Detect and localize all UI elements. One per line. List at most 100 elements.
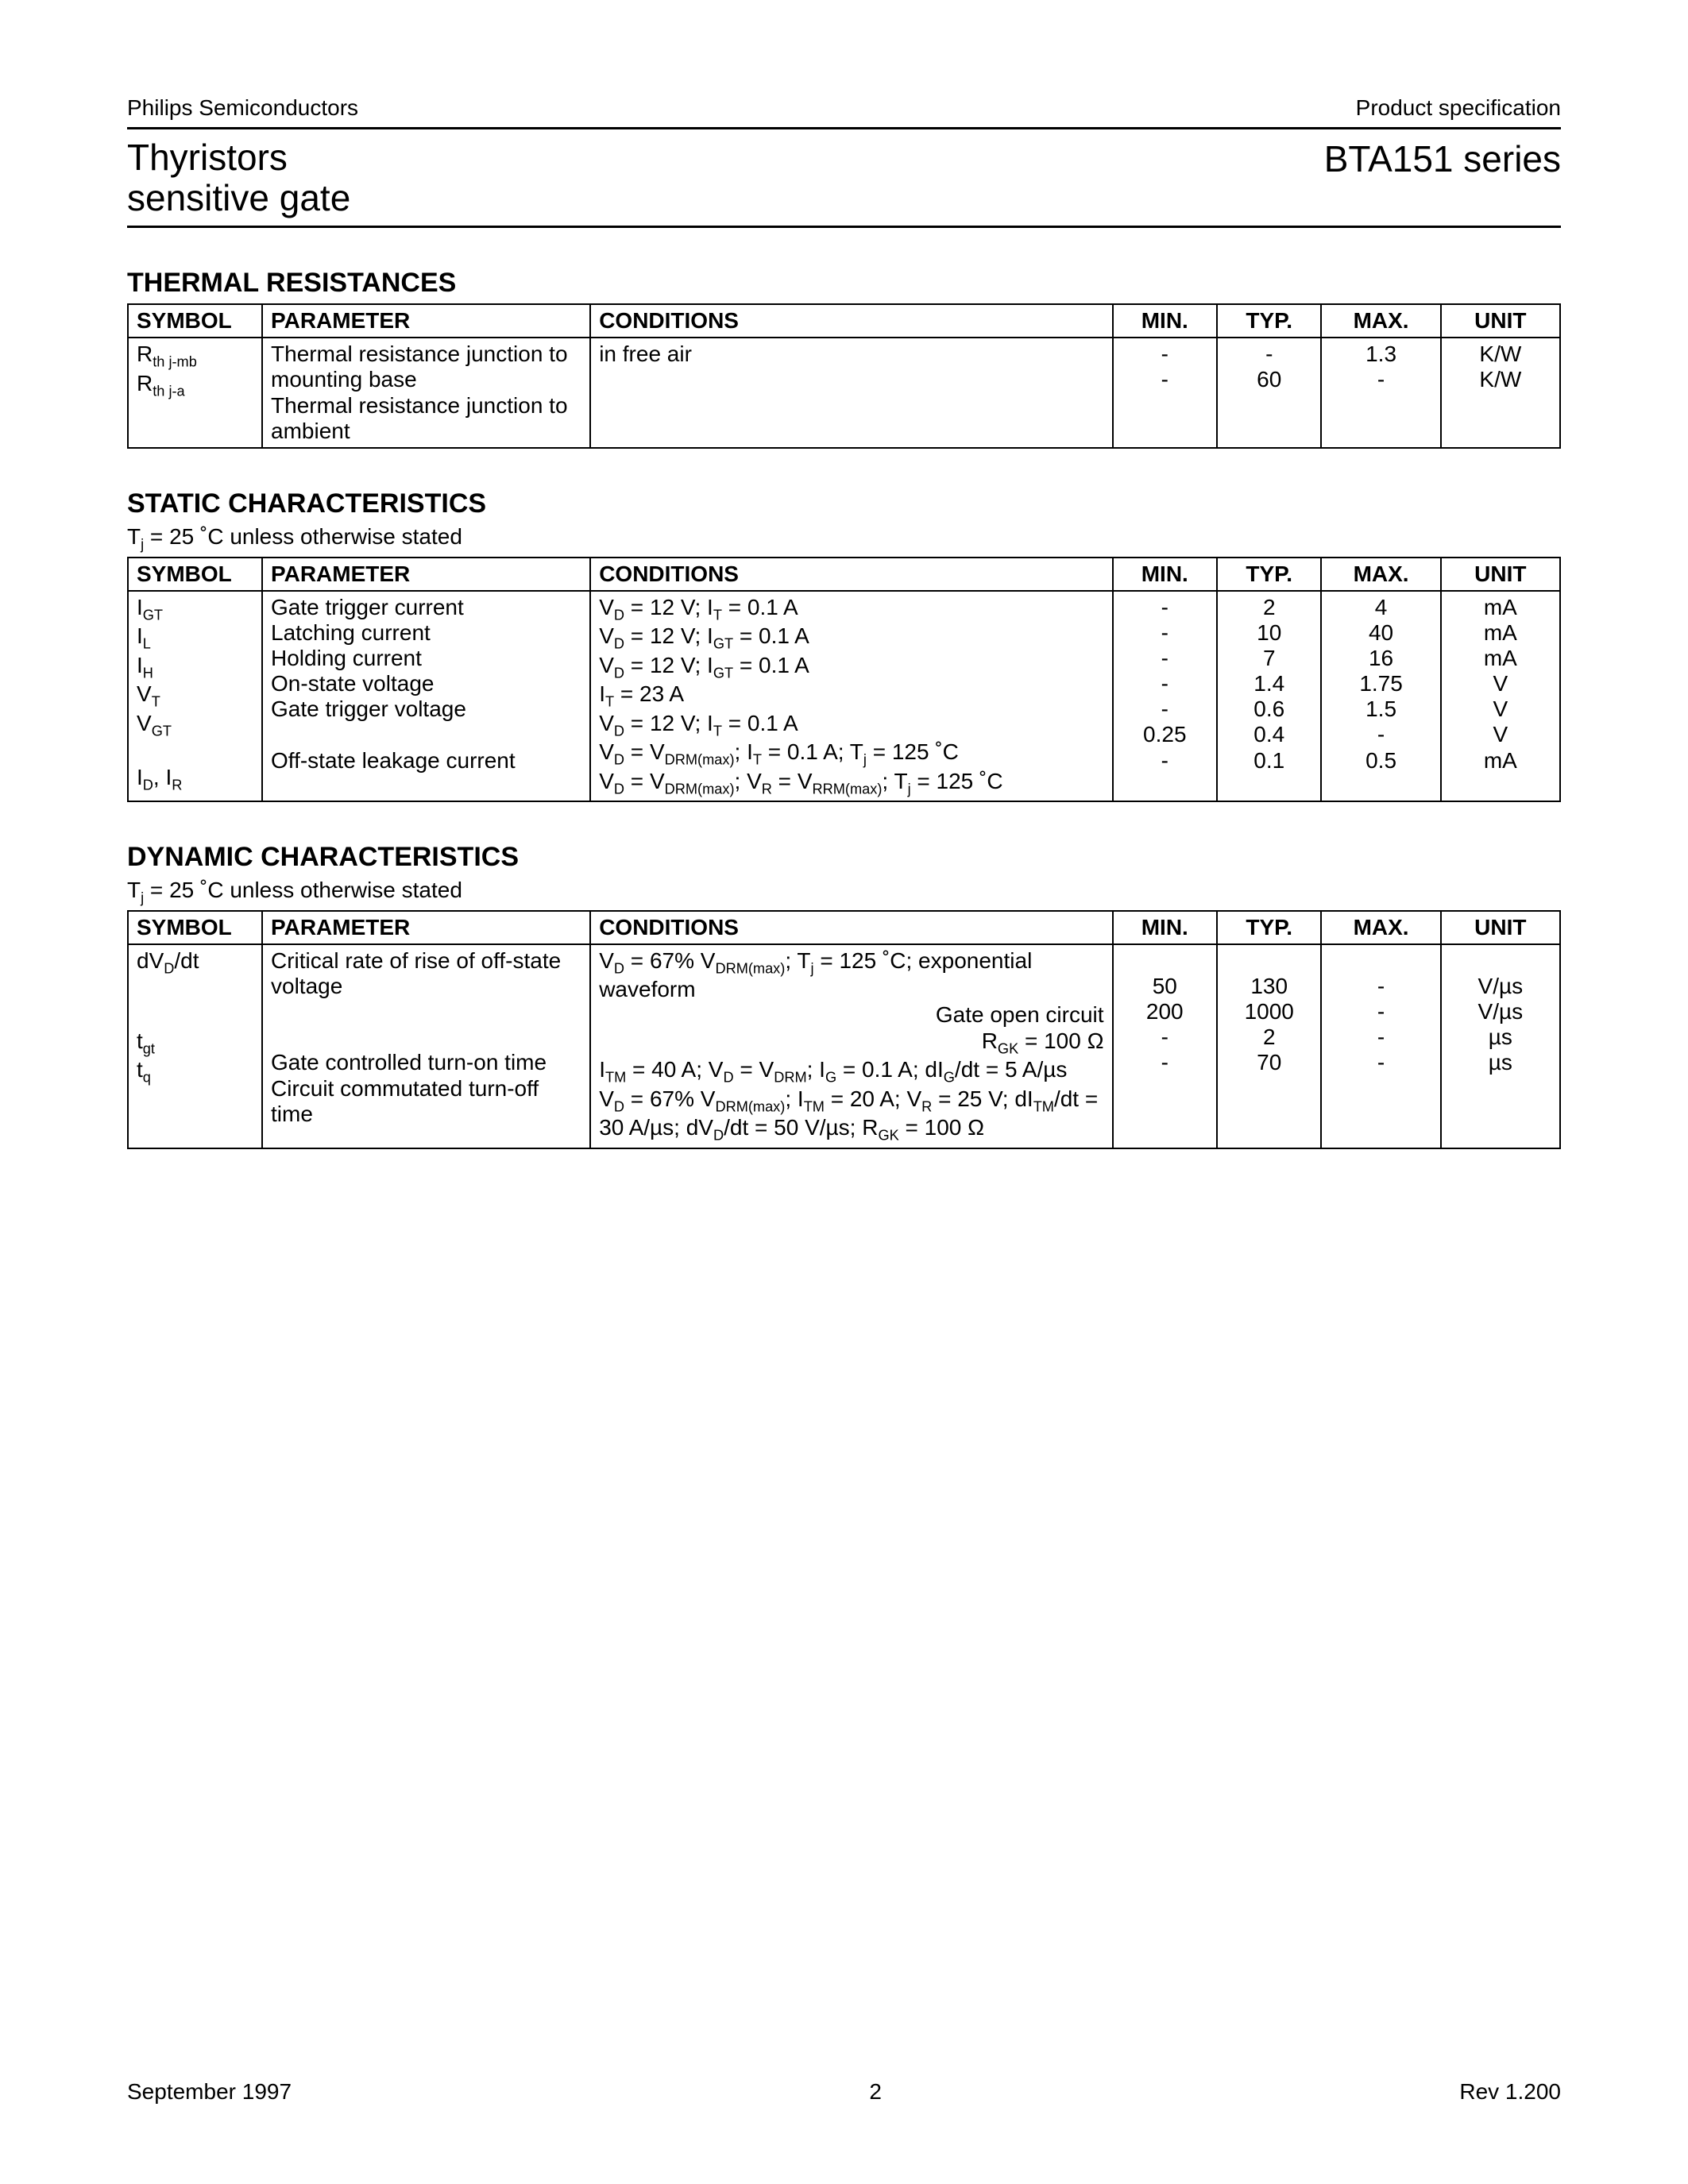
stack-line: 2 (1226, 595, 1312, 620)
cell-par: Thermal resistance junction to mounting … (262, 338, 590, 448)
stack-line: V (1450, 722, 1551, 747)
stack-line: VD = VDRM(max); IT = 0.1 A; Tj = 125 ˚C (599, 739, 1103, 769)
stack-line: V/µs (1450, 974, 1551, 999)
val: 1.3 (1330, 341, 1431, 367)
stack-line: 0.5 (1330, 748, 1431, 774)
stack-line (137, 739, 253, 765)
col-symbol: SYMBOL (128, 911, 262, 944)
stack-line: 0.6 (1226, 696, 1312, 722)
footer-page: 2 (869, 2079, 882, 2105)
cell-par: Critical rate of rise of off-state volta… (262, 944, 590, 1148)
col-max: MAX. (1321, 911, 1440, 944)
stack-line: - (1122, 646, 1208, 671)
stack-line: VD = 67% VDRM(max); ITM = 20 A; VR = 25 … (599, 1086, 1103, 1144)
stack-line: - (1330, 999, 1431, 1024)
stack-line: 1.4 (1226, 671, 1312, 696)
static-table: SYMBOL PARAMETER CONDITIONS MIN. TYP. MA… (127, 557, 1561, 803)
stack-line: On-state voltage (271, 671, 581, 696)
stack-line: - (1122, 1024, 1208, 1050)
stack-line: tq (137, 1057, 253, 1086)
stack-line: 16 (1330, 646, 1431, 671)
par-text: Thermal resistance junction to mounting … (271, 341, 581, 392)
stack-line: mA (1450, 620, 1551, 646)
dynamic-note: Tj = 25 ˚C unless otherwise stated (127, 878, 1561, 907)
title-right: BTA151 series (1324, 137, 1561, 180)
cell-max: 1.3 - (1321, 338, 1440, 448)
stack-line: Gate trigger voltage (271, 696, 581, 722)
sym-text: Rth j-mb (137, 341, 253, 371)
stack-line: - (1122, 595, 1208, 620)
stack-line: - (1330, 722, 1431, 747)
col-parameter: PARAMETER (262, 558, 590, 591)
stack-line: - (1122, 696, 1208, 722)
stack-line: V (1450, 671, 1551, 696)
stack-line: ITM = 40 A; VD = VDRM; IG = 0.1 A; dIG/d… (599, 1057, 1103, 1086)
stack-line: 0.4 (1226, 722, 1312, 747)
col-typ: TYP. (1217, 558, 1321, 591)
thermal-table: SYMBOL PARAMETER CONDITIONS MIN. TYP. MA… (127, 303, 1561, 449)
cell-unit: V/µsV/µsµsµs (1441, 944, 1560, 1148)
stack-line: RGK = 100 Ω (599, 1028, 1103, 1058)
col-max: MAX. (1321, 304, 1440, 338)
stack-line: V (1450, 696, 1551, 722)
table-row: Rth j-mb Rth j-a Thermal resistance junc… (128, 338, 1560, 448)
cell-min: -----0.25- (1113, 591, 1217, 802)
stack-line (271, 999, 581, 1024)
stack-line: IT = 23 A (599, 681, 1103, 711)
cell-sym: dVD/dt tgttq (128, 944, 262, 1148)
stack-line: VD = 12 V; IT = 0.1 A (599, 711, 1103, 740)
stack-line: 130 (1226, 974, 1312, 999)
thermal-heading: THERMAL RESISTANCES (127, 268, 1561, 299)
stack-line: 0.1 (1226, 748, 1312, 774)
stack-line: - (1122, 748, 1208, 774)
title-row: Thyristors sensitive gate BTA151 series (127, 137, 1561, 218)
stack-line: tgt (137, 1028, 253, 1058)
col-unit: UNIT (1441, 558, 1560, 591)
title-line1: Thyristors (127, 137, 350, 178)
cell-min: 50200-- (1113, 944, 1217, 1148)
cell-min: - - (1113, 338, 1217, 448)
dynamic-heading: DYNAMIC CHARACTERISTICS (127, 842, 1561, 873)
val: K/W (1450, 341, 1551, 367)
stack-line: µs (1450, 1024, 1551, 1050)
stack-line: VD = VDRM(max); VR = VRRM(max); Tj = 125… (599, 769, 1103, 798)
stack-line: IH (137, 653, 253, 682)
table-row: dVD/dt tgttq Critical rate of rise of of… (128, 944, 1560, 1148)
stack-line: - (1122, 1050, 1208, 1075)
stack-line: - (1330, 1024, 1431, 1050)
stack-line: ID, IR (137, 765, 253, 794)
stack-line: 1.75 (1330, 671, 1431, 696)
cell-max: 440161.751.5-0.5 (1321, 591, 1440, 802)
par-text: Thermal resistance junction to ambient (271, 393, 581, 444)
stack-line: Circuit commutated turn-off time (271, 1076, 581, 1127)
stack-line: Latching current (271, 620, 581, 646)
table-head-row: SYMBOL PARAMETER CONDITIONS MIN. TYP. MA… (128, 911, 1560, 944)
col-unit: UNIT (1441, 911, 1560, 944)
stack-line: - (1330, 1050, 1431, 1075)
col-min: MIN. (1113, 304, 1217, 338)
stack-line: 10 (1226, 620, 1312, 646)
stack-line (1450, 948, 1551, 974)
cell-cond: VD = 67% VDRM(max); Tj = 125 ˚C; exponen… (590, 944, 1112, 1148)
footer-date: September 1997 (127, 2079, 292, 2105)
vendor-text: Philips Semiconductors (127, 95, 358, 121)
stack-line: - (1122, 671, 1208, 696)
val: K/W (1450, 367, 1551, 392)
page-footer: September 1997 2 Rev 1.200 (127, 2079, 1561, 2105)
stack-line: dVD/dt (137, 948, 253, 978)
stack-line: 0.25 (1122, 722, 1208, 747)
doc-type-text: Product specification (1356, 95, 1561, 121)
stack-line: 40 (1330, 620, 1431, 646)
stack-line: VD = 12 V; IT = 0.1 A (599, 595, 1103, 624)
stack-line: 7 (1226, 646, 1312, 671)
title-line2: sensitive gate (127, 178, 350, 218)
col-conditions: CONDITIONS (590, 558, 1112, 591)
col-symbol: SYMBOL (128, 304, 262, 338)
dynamic-table: SYMBOL PARAMETER CONDITIONS MIN. TYP. MA… (127, 910, 1561, 1149)
col-parameter: PARAMETER (262, 304, 590, 338)
static-heading: STATIC CHARACTERISTICS (127, 488, 1561, 519)
cell-unit: mAmAmAVVVmA (1441, 591, 1560, 802)
col-max: MAX. (1321, 558, 1440, 591)
cell-sym: IGTILIHVTVGT ID, IR (128, 591, 262, 802)
col-min: MIN. (1113, 558, 1217, 591)
